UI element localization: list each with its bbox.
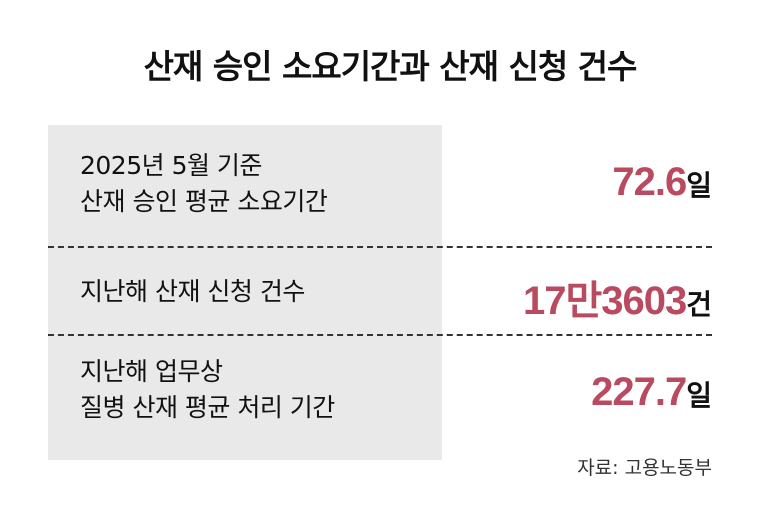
value-unit: 일 [686,169,712,202]
stat-row: 지난해 산재 신청 건수 17만3603건 [48,250,712,334]
value-unit: 건 [686,288,712,321]
divider [48,246,712,248]
stat-label: 지난해 업무상 질병 산재 평균 처리 기간 [80,354,335,426]
stat-value: 227.7일 [591,370,712,415]
stat-row: 2025년 5월 기준 산재 승인 평균 소요기간 72.6일 [48,140,712,240]
value-number: 17만3603 [522,279,687,323]
label-panel [48,125,442,460]
value-number: 72.6 [612,160,687,204]
source-note: 자료: 고용노동부 [577,457,712,479]
stat-value: 72.6일 [612,160,712,205]
value-unit: 일 [686,379,712,412]
stat-label: 2025년 5월 기준 산재 승인 평균 소요기간 [80,148,328,220]
label-line: 산재 승인 평균 소요기간 [80,187,328,216]
stat-label: 지난해 산재 신청 건수 [80,274,305,310]
label-line: 지난해 업무상 [80,357,223,386]
divider [48,334,712,336]
label-line: 지난해 산재 신청 건수 [80,277,305,306]
stat-row: 지난해 업무상 질병 산재 평균 처리 기간 227.7일 [48,340,712,458]
page-title: 산재 승인 소요기간과 산재 신청 건수 [143,47,638,86]
stat-value: 17만3603건 [523,268,712,326]
label-line: 2025년 5월 기준 [80,151,262,180]
value-number: 227.7 [591,370,687,414]
label-line: 질병 산재 평균 처리 기간 [80,393,335,422]
